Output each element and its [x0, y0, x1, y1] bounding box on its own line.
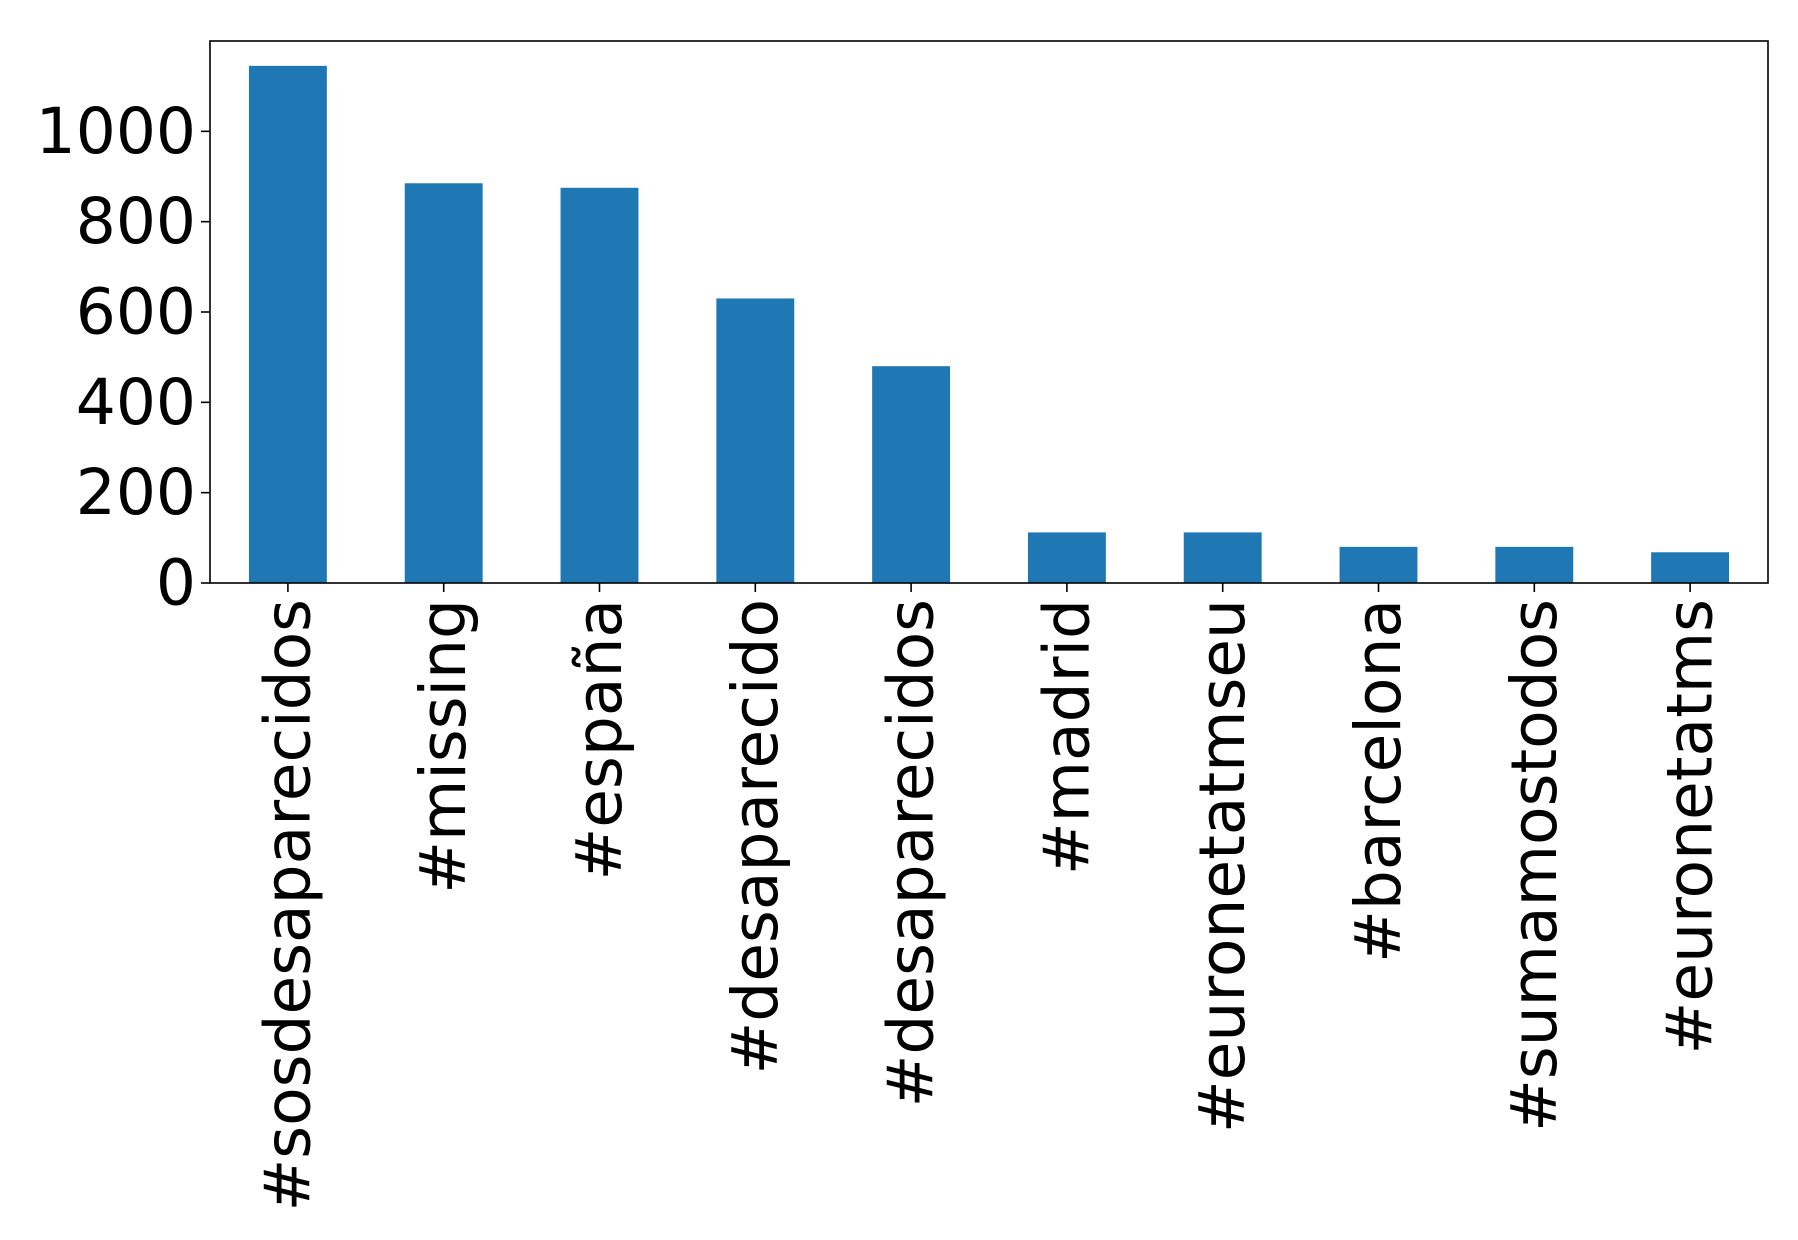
plot-frame [209, 40, 1769, 584]
x-tick-label: #euronetatms [1654, 599, 1727, 1054]
bar-barcelona [1339, 546, 1418, 583]
bar-sumamostodos [1495, 546, 1574, 583]
x-tick-label: #euronetatmseu [1186, 599, 1259, 1133]
y-tick-label: 1000 [36, 95, 196, 168]
x-tick-label: #barcelona [1342, 599, 1415, 963]
x-tick-label: #desaparecido [719, 599, 792, 1075]
x-tick-label: #sumamostodos [1498, 599, 1571, 1132]
y-tick-label: 800 [76, 185, 196, 258]
bar-euronetatms [1651, 552, 1730, 583]
bar-espaa [560, 187, 639, 583]
y-axis: 0 200 400 600 800 1000 [36, 95, 210, 620]
y-tick-label: 0 [156, 547, 196, 620]
x-tick-label: #desaparecidos [875, 599, 948, 1107]
y-tick-label: 400 [76, 366, 196, 439]
bar-desaparecido [716, 298, 795, 583]
y-tick-label: 600 [76, 276, 196, 349]
y-tick-label: 200 [76, 456, 196, 529]
x-tick-label: #españa [563, 599, 636, 881]
bar-desaparecidos [872, 366, 951, 583]
x-tick-label: #sosdesaparecidos [251, 599, 324, 1212]
x-tick-label: #missing [407, 599, 480, 894]
x-tick-label: #madrid [1030, 599, 1103, 875]
bar-missing [404, 183, 483, 583]
bars-layer [248, 65, 1730, 583]
bar-sosdesaparecidos [248, 65, 327, 583]
bar-euronetatmseu [1183, 532, 1262, 583]
x-axis: #sosdesaparecidos #missing #españa #desapar… [251, 583, 1727, 1212]
bar-madrid [1027, 532, 1106, 583]
